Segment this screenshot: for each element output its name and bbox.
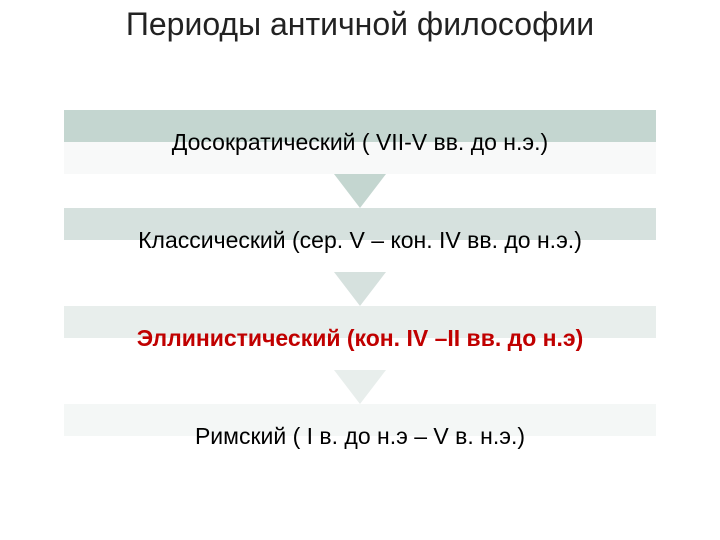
period-label: Классический (сер. V – кон. IV вв. до н.… [138,227,582,254]
period-band-3: Эллинистический (кон. IV –II вв. до н.э) [64,306,656,370]
period-label: Эллинистический (кон. IV –II вв. до н.э) [137,325,584,352]
period-band-1: Досократический ( VII-V вв. до н.э.) [64,110,656,174]
period-label: Досократический ( VII-V вв. до н.э.) [172,129,548,156]
chevron-down-icon [334,370,386,404]
period-stack: Досократический ( VII-V вв. до н.э.) Кла… [64,110,656,468]
period-band-2: Классический (сер. V – кон. IV вв. до н.… [64,208,656,272]
period-band-4: Римский ( I в. до н.э – V в. н.э.) [64,404,656,468]
chevron-down-icon [334,174,386,208]
slide-title: Периоды античной философии [0,0,720,43]
chevron-down-icon [334,272,386,306]
period-label: Римский ( I в. до н.э – V в. н.э.) [195,423,525,450]
